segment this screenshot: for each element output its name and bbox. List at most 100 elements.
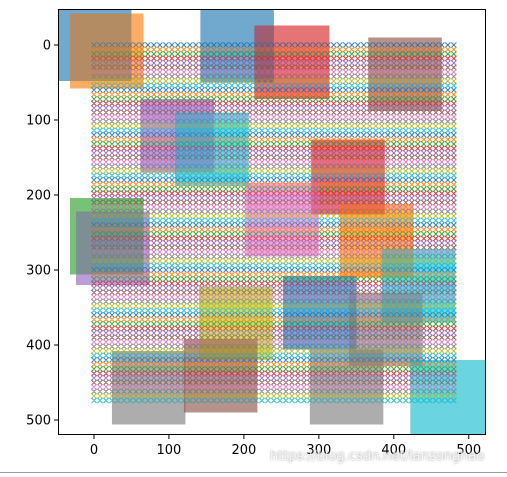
rectangle-patch-overlay: [75, 211, 150, 285]
rectangle-patch-overlay: [381, 249, 456, 323]
rectangle-overlay-layer: [58, 9, 486, 435]
marker-row: [91, 150, 457, 156]
marker-row: [91, 244, 457, 251]
marker-row: [91, 262, 457, 269]
marker-row: [91, 357, 457, 363]
rectangle-patch-overlay: [58, 9, 132, 81]
marker-row: [91, 168, 457, 174]
rectangle-patch-overlay: [339, 204, 414, 278]
watermark-text: https://blog.csdn.net/lanzonghao: [270, 449, 485, 464]
x-axis: 0 100 200 300 400 500: [90, 435, 481, 458]
marker-row: [91, 298, 457, 305]
marker-row: [91, 114, 457, 120]
bottom-divider: [0, 472, 507, 473]
marker-row: [91, 199, 457, 206]
marker-row: [91, 190, 457, 197]
axes-frame: [58, 9, 486, 435]
marker-row: [91, 78, 457, 84]
marker-row: [91, 195, 457, 201]
marker-row: [91, 181, 457, 188]
marker-row: [91, 163, 457, 170]
rectangle-patch-overlay: [410, 360, 486, 435]
marker-row: [91, 231, 457, 237]
rectangle-patch-overlay: [309, 349, 384, 425]
marker-row: [91, 46, 457, 53]
marker-row: [91, 388, 457, 395]
rectangle-patch-overlay: [282, 276, 357, 350]
x-tick-label: 200: [231, 443, 256, 458]
marker-row: [91, 105, 457, 111]
marker-row: [91, 172, 457, 179]
y-tick-label: 400: [26, 339, 51, 354]
marker-row: [91, 249, 457, 255]
marker-row: [91, 325, 457, 332]
marker-row: [91, 222, 457, 228]
marker-row: [91, 51, 457, 57]
marker-row: [91, 303, 457, 309]
x-tick-label: 300: [306, 443, 331, 458]
marker-row: [91, 379, 457, 386]
rectangle-patch-overlay: [200, 9, 274, 83]
marker-row: [91, 73, 457, 80]
marker-row: [91, 267, 457, 273]
marker-row: [91, 87, 457, 93]
marker-row: [91, 123, 457, 129]
marker-row: [91, 204, 457, 210]
rectangle-patch-overlay: [254, 25, 330, 99]
marker-row: [91, 42, 457, 48]
marker-row: [91, 177, 457, 183]
marker-row: [91, 352, 457, 359]
x-tick-label: 500: [456, 443, 481, 458]
marker-row: [91, 280, 457, 287]
rectangle-patch-overlay: [311, 139, 385, 215]
y-tick-label: 500: [26, 414, 51, 429]
x-tick-label: 400: [381, 443, 406, 458]
marker-row: [91, 330, 457, 336]
marker-row: [91, 64, 457, 71]
marker-row: [91, 339, 457, 345]
marker-row: [91, 145, 457, 152]
x-tick-label: 100: [157, 443, 182, 458]
marker-row: [91, 348, 457, 354]
marker-row: [91, 397, 457, 404]
marker-row: [91, 100, 457, 107]
y-tick-label: 0: [43, 39, 51, 54]
marker-row: [91, 276, 457, 282]
marker-row: [91, 213, 457, 219]
marker-row: [91, 289, 457, 296]
marker-row: [91, 294, 457, 300]
marker-row: [91, 370, 457, 377]
x-tick-label: 0: [90, 443, 98, 458]
marker-row: [91, 361, 457, 368]
marker-row: [91, 226, 457, 233]
marker-row: [91, 285, 457, 291]
rectangle-patch-overlay: [69, 13, 144, 89]
marker-row: [91, 55, 457, 62]
marker-row: [91, 235, 457, 242]
marker-row: [91, 132, 457, 138]
marker-row: [91, 159, 457, 165]
y-tick-label: 100: [26, 114, 51, 129]
marker-row: [91, 384, 457, 390]
y-axis: 0 100 200 300 400 500: [26, 39, 58, 429]
marker-row: [91, 258, 457, 264]
marker-row: [91, 343, 457, 350]
rectangle-patch-overlay: [368, 37, 442, 111]
rectangle-patch-overlay: [183, 339, 258, 413]
marker-row: [91, 127, 457, 134]
marker-row: [91, 109, 457, 116]
y-tick-label: 200: [26, 189, 51, 204]
rectangle-patch-overlay: [69, 198, 144, 275]
rectangle-patch-overlay: [245, 183, 319, 257]
marker-row: [91, 154, 457, 161]
marker-row: [91, 69, 457, 75]
rectangle-patch-overlay: [174, 112, 249, 186]
marker-row: [91, 118, 457, 125]
x-marker-grid: [91, 42, 457, 404]
marker-row: [91, 60, 457, 66]
rectangle-patch-overlay: [111, 351, 186, 425]
marker-row: [91, 375, 457, 381]
rectangle-patch-overlay: [348, 292, 423, 366]
marker-row: [91, 253, 457, 260]
